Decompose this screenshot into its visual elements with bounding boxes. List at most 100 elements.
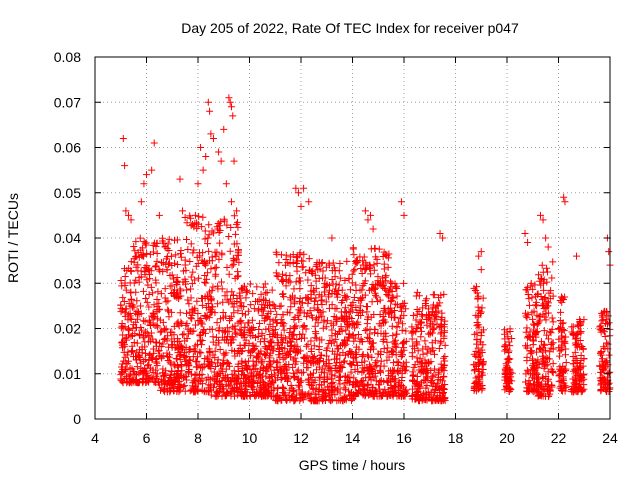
data-point [258, 306, 266, 314]
data-point [296, 307, 304, 315]
data-point [175, 345, 183, 353]
data-point [562, 333, 570, 341]
data-point [164, 297, 172, 305]
data-point [249, 290, 257, 298]
data-point [190, 246, 198, 254]
data-point [222, 365, 230, 373]
data-point [345, 387, 353, 395]
data-point [353, 388, 361, 396]
data-point [293, 267, 301, 275]
data-point [145, 270, 153, 278]
data-point [332, 335, 340, 343]
data-point [155, 211, 163, 219]
data-point [337, 323, 345, 331]
data-point [181, 382, 189, 390]
data-point [362, 265, 370, 273]
data-point [226, 247, 234, 255]
data-point [131, 370, 139, 378]
data-point [162, 367, 170, 375]
data-point [354, 311, 362, 319]
data-point [336, 364, 344, 372]
data-point [211, 248, 219, 256]
data-point [183, 376, 191, 384]
data-point [265, 298, 273, 306]
data-point [299, 330, 307, 338]
data-point [181, 256, 189, 264]
x-tick-label: 22 [551, 430, 567, 446]
data-point [121, 162, 129, 170]
data-point [233, 330, 241, 338]
data-point [328, 396, 336, 404]
data-point [383, 338, 391, 346]
data-point [214, 282, 222, 290]
data-point [134, 249, 142, 257]
data-point [215, 327, 223, 335]
data-point [380, 307, 388, 315]
data-point [146, 250, 154, 258]
data-point [198, 386, 206, 394]
data-point [218, 333, 226, 341]
data-point [314, 301, 322, 309]
data-point [142, 295, 150, 303]
data-point [342, 386, 350, 394]
data-point [322, 323, 330, 331]
data-point [350, 267, 358, 275]
data-point [179, 331, 187, 339]
data-point [167, 374, 175, 382]
data-point [318, 292, 326, 300]
data-point [332, 317, 340, 325]
data-point [149, 375, 157, 383]
data-point [371, 289, 379, 297]
data-point [382, 272, 390, 280]
data-point [216, 218, 224, 226]
data-point [255, 388, 263, 396]
data-point [316, 336, 324, 344]
data-point [213, 319, 221, 327]
data-point [361, 327, 369, 335]
data-point [322, 298, 330, 306]
data-point [141, 328, 149, 336]
data-point [286, 328, 294, 336]
data-point [258, 356, 266, 364]
data-point [220, 350, 228, 358]
data-point [380, 265, 388, 273]
data-point [271, 331, 279, 339]
data-point [145, 356, 153, 364]
data-point [222, 391, 230, 399]
data-point [156, 316, 164, 324]
data-point [604, 312, 612, 320]
data-point [307, 381, 315, 389]
data-point [179, 207, 187, 215]
data-point [207, 295, 215, 303]
data-point [523, 353, 531, 361]
data-point [163, 266, 171, 274]
data-point [291, 354, 299, 362]
data-point [156, 352, 164, 360]
data-point [257, 359, 265, 367]
data-point [228, 313, 236, 321]
data-point [161, 388, 169, 396]
data-point [271, 304, 279, 312]
data-point [548, 339, 556, 347]
data-point [133, 297, 141, 305]
data-point [259, 390, 267, 398]
data-point [160, 336, 168, 344]
data-point [120, 298, 128, 306]
data-point [376, 366, 384, 374]
data-point [354, 318, 362, 326]
data-point [310, 304, 318, 312]
data-point [199, 166, 207, 174]
data-point [315, 258, 323, 266]
data-point [199, 213, 207, 221]
data-point [168, 328, 176, 336]
y-tick-label: 0.05 [54, 185, 81, 201]
data-point [374, 350, 382, 358]
data-point [354, 256, 362, 264]
data-point [236, 318, 244, 326]
data-point [298, 299, 306, 307]
data-point [189, 268, 197, 276]
data-point [289, 356, 297, 364]
data-point [305, 255, 313, 263]
data-point [198, 364, 206, 372]
data-point [149, 345, 157, 353]
